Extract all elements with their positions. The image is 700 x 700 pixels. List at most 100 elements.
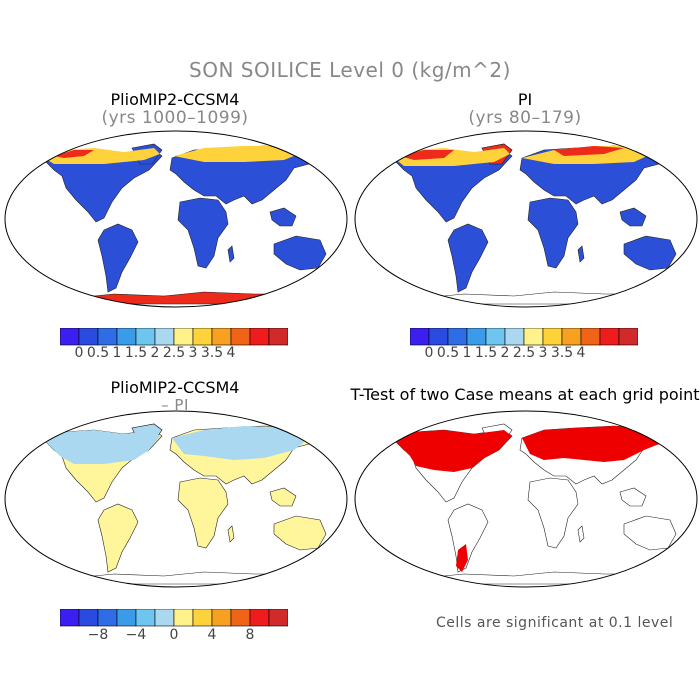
patagonia-significant: [456, 544, 468, 572]
colorbar-swatch: [428, 328, 449, 346]
map-ttest-significance: [354, 410, 698, 588]
colorbar-tick-label: 0: [424, 345, 434, 361]
colorbar-tick-label: 1.5: [124, 345, 148, 361]
colorbar-top-right: [410, 328, 638, 346]
colorbar-swatch: [249, 328, 270, 346]
colorbar-swatch: [116, 609, 137, 627]
colorbar-swatch: [97, 328, 118, 346]
siberia-soil-ice-max: [554, 146, 624, 156]
colorbar-swatch: [230, 609, 251, 627]
colorbar-tick-label: 1.5: [474, 345, 498, 361]
madagascar-landmass: [227, 245, 235, 263]
colorbar-swatch: [447, 328, 468, 346]
colorbar-swatch: [230, 328, 251, 346]
colorbar-top-left-ticks: 0 0.5 1 1.5 2 2.5 3 3.5 4: [60, 345, 288, 363]
siberia-soil-ice: [174, 146, 304, 162]
colorbar-tick-label: 2: [150, 345, 160, 361]
colorbar-swatch: [192, 609, 213, 627]
colorbar-tick-label: 2.5: [162, 345, 186, 361]
colorbar-tick-label: 1: [112, 345, 122, 361]
antarctica-landmass: [73, 571, 295, 585]
colorbar-tick-label: 2.5: [512, 345, 536, 361]
map-pi: [354, 130, 698, 308]
australia-landmass: [623, 515, 677, 551]
australia-landmass: [273, 515, 327, 551]
southAmerica-landmass: [447, 223, 489, 293]
colorbar-swatch: [116, 328, 137, 346]
colorbar-swatch: [523, 328, 544, 346]
colorbar-swatch: [268, 328, 288, 346]
colorbar-tick-label: 4: [207, 627, 217, 643]
colorbar-tick-label: 0.5: [436, 345, 460, 361]
colorbar-tick-label: 1: [462, 345, 472, 361]
canada-soil-ice-max: [400, 150, 454, 160]
colorbar-swatch: [154, 328, 175, 346]
colorbar-swatch: [485, 328, 506, 346]
north-america-significant: [394, 430, 512, 472]
colorbar-tick-label: 0: [74, 345, 84, 361]
australia-landmass: [273, 235, 327, 271]
eurasia-negative-diff: [172, 426, 312, 460]
map-pliomip2-ccsm4: [4, 130, 348, 308]
colorbar-swatch: [466, 328, 487, 346]
panel-top-right-title: PI: [517, 90, 533, 109]
colorbar-swatch: [154, 609, 175, 627]
map-difference: [4, 410, 348, 588]
colorbar-tick-label: 3: [188, 345, 198, 361]
colorbar-tick-label: 0.5: [86, 345, 110, 361]
colorbar-tick-label: 3.5: [550, 345, 574, 361]
colorbar-tick-label: 4: [226, 345, 236, 361]
colorbar-swatch: [618, 328, 638, 346]
colorbar-tick-label: 3: [538, 345, 548, 361]
colorbar-swatch: [410, 328, 430, 346]
seAsia-landmass: [269, 207, 297, 227]
figure-title: SON SOILICE Level 0 (kg/m^2): [189, 58, 511, 82]
map-boundary: [4, 410, 348, 588]
southAmerica-landmass: [447, 503, 489, 573]
colorbar-top-left: [60, 328, 288, 346]
colorbar-swatch: [580, 328, 601, 346]
panel-bottom-left-title: PlioMIP2-CCSM4: [110, 378, 240, 397]
colorbar-swatch: [249, 609, 270, 627]
madagascar-landmass: [577, 245, 585, 263]
colorbar-swatch: [60, 609, 80, 627]
map-boundary: [4, 130, 348, 308]
eurasia-significant: [522, 426, 664, 462]
colorbar-swatch: [192, 328, 213, 346]
colorbar-swatch: [504, 328, 525, 346]
panel-bottom-left-subtitle: – PI: [161, 396, 189, 414]
colorbar-swatch: [135, 328, 156, 346]
colorbar-tick-label: 2: [500, 345, 510, 361]
colorbar-tick-label: −4: [125, 627, 147, 643]
seAsia-landmass: [619, 487, 647, 507]
colorbar-swatch: [78, 609, 99, 627]
colorbar-swatch: [78, 328, 99, 346]
antarctica-landmass: [73, 291, 295, 305]
madagascar-landmass: [227, 525, 235, 543]
panel-top-left-title: PlioMIP2-CCSM4: [110, 90, 240, 109]
canada-soil-ice-max: [54, 150, 94, 158]
panel-top-left-subtitle: (yrs 1000–1099): [101, 108, 249, 128]
africa-landmass: [527, 477, 579, 549]
colorbar-tick-label: 0: [169, 627, 179, 643]
panel-bottom-right-title: T-Test of two Case means at each grid po…: [350, 385, 700, 404]
colorbar-swatch: [97, 609, 118, 627]
northern-negative-diff: [44, 430, 160, 464]
antarctica-landmass: [423, 571, 645, 585]
map-boundary: [354, 130, 698, 308]
colorbar-difference-ticks: −8 −4 0 4 8: [60, 627, 288, 645]
colorbar-swatch: [173, 609, 194, 627]
colorbar-swatch: [211, 328, 232, 346]
southAmerica-landmass: [97, 503, 139, 573]
australia-landmass: [623, 235, 677, 271]
map-boundary: [354, 410, 698, 588]
colorbar-swatch: [599, 328, 620, 346]
significance-note: Cells are significant at 0.1 level: [436, 615, 674, 631]
colorbar-swatch: [60, 328, 80, 346]
colorbar-top-right-ticks: 0 0.5 1 1.5 2 2.5 3 3.5 4: [410, 345, 638, 363]
colorbar-tick-label: −8: [87, 627, 109, 643]
colorbar-swatch: [542, 328, 563, 346]
seAsia-landmass: [619, 207, 647, 227]
colorbar-swatch: [135, 609, 156, 627]
colorbar-swatch: [211, 609, 232, 627]
